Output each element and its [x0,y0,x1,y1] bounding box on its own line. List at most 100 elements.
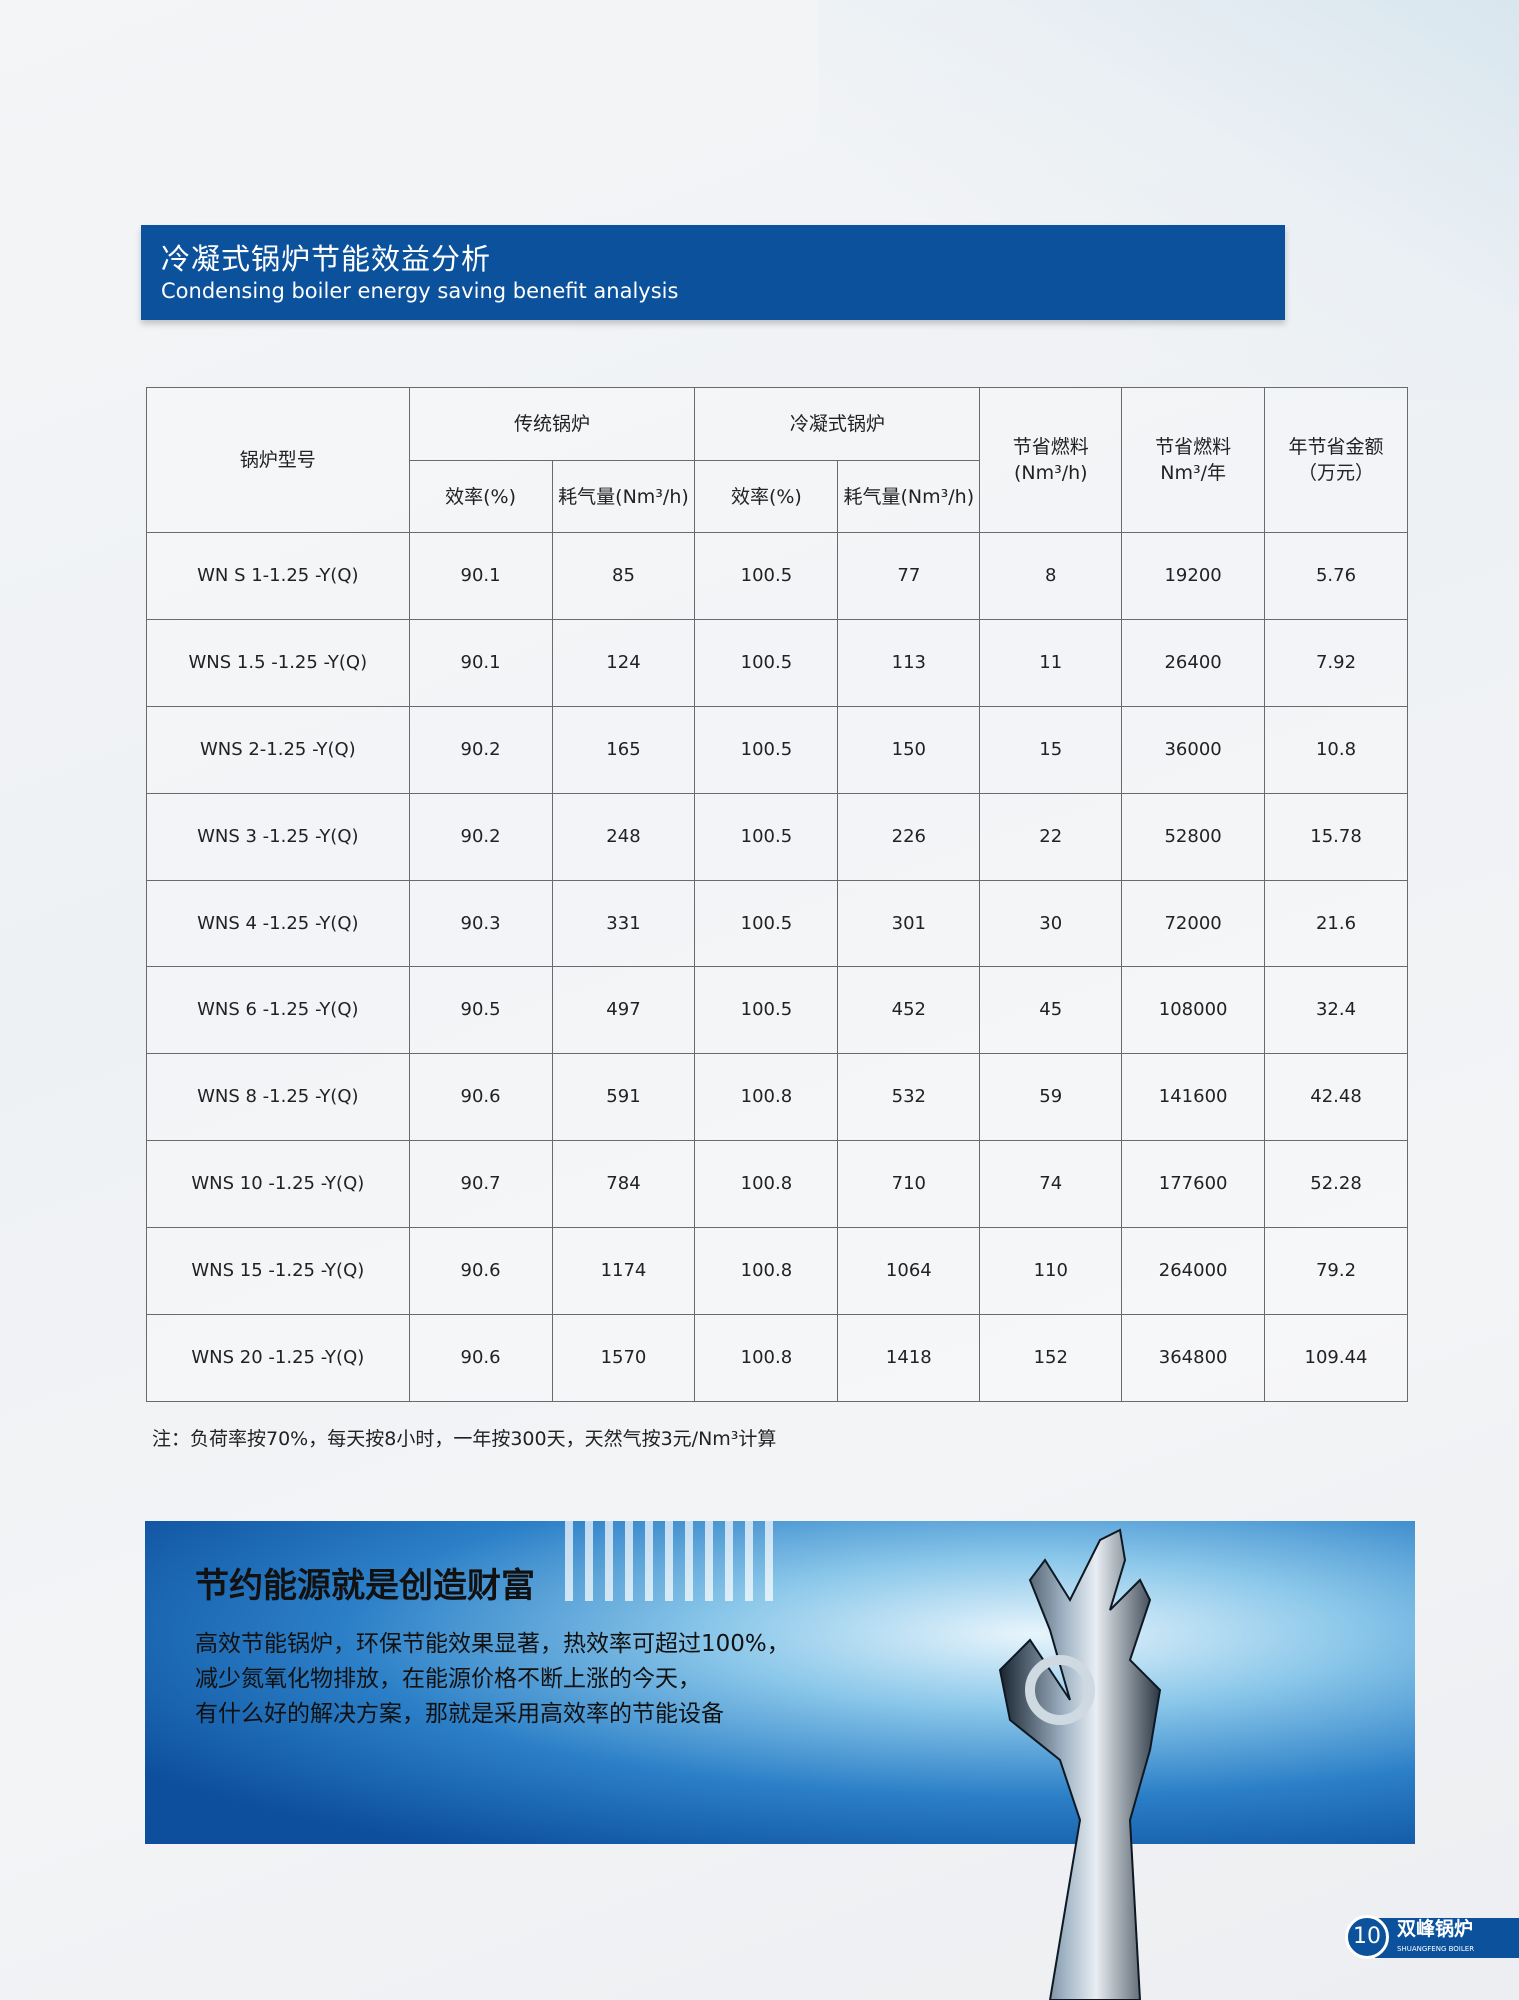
table-cell: 72000 [1121,879,1266,968]
group-traditional: 传统锅炉 [408,387,696,461]
background-decoration [819,0,1519,400]
table-cell: WNS 3 -1.25 -Y(Q) [146,792,410,881]
table-cell: 90.2 [408,792,553,881]
table-cell: 150 [837,705,981,794]
table-cell: 90.6 [408,1314,553,1402]
brand-logo: 10 双峰锅炉 SHUANGFENG BOILER [1345,1913,1519,1961]
table-row: WNS 8 -1.25 -Y(Q) 90.6 591 100.8 532 59 141600… [146,1053,1408,1142]
table-cell: 90.5 [408,966,553,1055]
banner-line: 减少氮氧化物排放，在能源价格不断上涨的今天， [195,1666,701,1692]
table-row: WNS 3 -1.25 -Y(Q) 90.2 248 100.5 226 22 52800 1… [146,792,1408,881]
banner-line: 有什么好的解决方案，那就是采用高效率的节能设备 [195,1701,724,1727]
table-cell: 100.8 [694,1140,839,1229]
table-cell: 110 [979,1227,1123,1316]
table-row: WNS 10 -1.25 -Y(Q) 90.7 784 100.8 710 74 17760… [146,1140,1408,1229]
section-subtitle: Condensing boiler energy saving benefit … [161,279,679,303]
section-header: 冷凝式锅炉节能效益分析 Condensing boiler energy sav… [141,225,1285,320]
table-cell: 21.6 [1264,879,1408,968]
table-cell: 100.8 [694,1227,839,1316]
table-cell: WN S 1-1.25 -Y(Q) [146,532,410,620]
table-cell: 90.3 [408,879,553,968]
table-cell: 1064 [837,1227,981,1316]
table-cell: 11 [979,618,1123,707]
table-cell: 591 [551,1053,696,1142]
table-cell: 90.1 [408,618,553,707]
table-cell: 165 [551,705,696,794]
col-cond-gas: 耗气量(Nm³/h) [837,460,981,533]
table-cell: WNS 10 -1.25 -Y(Q) [146,1140,410,1229]
table-cell: 74 [979,1140,1123,1229]
col-save-yearly: 节省燃料 Nm³/年 [1121,387,1266,533]
table-cell: 301 [837,879,981,968]
table-cell: 177600 [1121,1140,1266,1229]
table-cell: 100.8 [694,1053,839,1142]
table-cell: 113 [837,618,981,707]
table-cell: 22 [979,792,1123,881]
table-cell: 85 [551,532,696,620]
table-cell: 36000 [1121,705,1266,794]
table-row: WNS 4 -1.25 -Y(Q) 90.3 331 100.5 301 30 72000 2… [146,879,1408,968]
table-cell: 10.8 [1264,705,1408,794]
table-cell: 331 [551,879,696,968]
section-title: 冷凝式锅炉节能效益分析 [161,242,492,276]
col-cond-eff: 效率(%) [694,460,839,533]
table-cell: 26400 [1121,618,1266,707]
table-cell: 100.5 [694,879,839,968]
table-cell: WNS 2-1.25 -Y(Q) [146,705,410,794]
table-cell: WNS 1.5 -1.25 -Y(Q) [146,618,410,707]
chart-decoration [565,1521,785,1601]
table-cell: 90.1 [408,532,553,620]
table-cell: 8 [979,532,1123,620]
brand-name-en: SHUANGFENG BOILER [1397,1945,1475,1953]
table-cell: 90.7 [408,1140,553,1229]
table-cell: 45 [979,966,1123,1055]
col-save-hourly: 节省燃料 (Nm³/h) [979,387,1123,533]
table-cell: WNS 4 -1.25 -Y(Q) [146,879,410,968]
col-model: 锅炉型号 [146,387,410,533]
table-cell: 264000 [1121,1227,1266,1316]
table-cell: WNS 20 -1.25 -Y(Q) [146,1314,410,1402]
page-number: 10 [1345,1915,1389,1959]
col-trad-eff: 效率(%) [408,460,553,533]
table-row: WNS 1.5 -1.25 -Y(Q) 90.1 124 100.5 113 11 2640… [146,618,1408,707]
table-cell: WNS 8 -1.25 -Y(Q) [146,1053,410,1142]
col-trad-gas: 耗气量(Nm³/h) [551,460,696,533]
table-cell: 42.48 [1264,1053,1408,1142]
table-cell: 784 [551,1140,696,1229]
group-condensing: 冷凝式锅炉 [694,387,981,461]
table-cell: WNS 15 -1.25 -Y(Q) [146,1227,410,1316]
banner-title: 节约能源就是创造财富 [195,1566,535,1606]
table-cell: 364800 [1121,1314,1266,1402]
table-row: WNS 2-1.25 -Y(Q) 90.2 165 100.5 150 15 36000 10… [146,705,1408,794]
banner-line: 高效节能锅炉，环保节能效果显著，热效率可超过100%， [195,1631,790,1657]
table-cell: 152 [979,1314,1123,1402]
table-cell: 90.6 [408,1227,553,1316]
table-cell: 30 [979,879,1123,968]
table-cell: 59 [979,1053,1123,1142]
table-cell: 90.6 [408,1053,553,1142]
table-cell: 1418 [837,1314,981,1402]
footnote: 注：负荷率按70%，每天按8小时，一年按300天，天然气按3元/Nm³计算 [152,1428,777,1450]
table-cell: 109.44 [1264,1314,1408,1402]
table-cell: 226 [837,792,981,881]
table-row: WN S 1-1.25 -Y(Q) 90.1 85 100.5 77 8 19200 5.76 [146,532,1408,620]
energy-saving-table: 锅炉型号 传统锅炉 冷凝式锅炉 节省燃料 (Nm³/h) 节省燃料 Nm³/年 年节… [146,387,1408,1402]
table-cell: 108000 [1121,966,1266,1055]
table-cell: 1174 [551,1227,696,1316]
table-cell: 100.8 [694,1314,839,1402]
table-cell: 124 [551,618,696,707]
table-row: WNS 15 -1.25 -Y(Q) 90.6 1174 100.8 1064 110 26… [146,1227,1408,1316]
table-row: WNS 6 -1.25 -Y(Q) 90.5 497 100.5 452 45 108000… [146,966,1408,1055]
table-cell: 100.5 [694,705,839,794]
table-cell: 90.2 [408,705,553,794]
table-cell: 52800 [1121,792,1266,881]
table-cell: 52.28 [1264,1140,1408,1229]
table-cell: 532 [837,1053,981,1142]
table-cell: 1570 [551,1314,696,1402]
table-cell: 32.4 [1264,966,1408,1055]
table-cell: 7.92 [1264,618,1408,707]
table-cell: 100.5 [694,792,839,881]
table-cell: 710 [837,1140,981,1229]
table-cell: 15.78 [1264,792,1408,881]
table-cell: 19200 [1121,532,1266,620]
